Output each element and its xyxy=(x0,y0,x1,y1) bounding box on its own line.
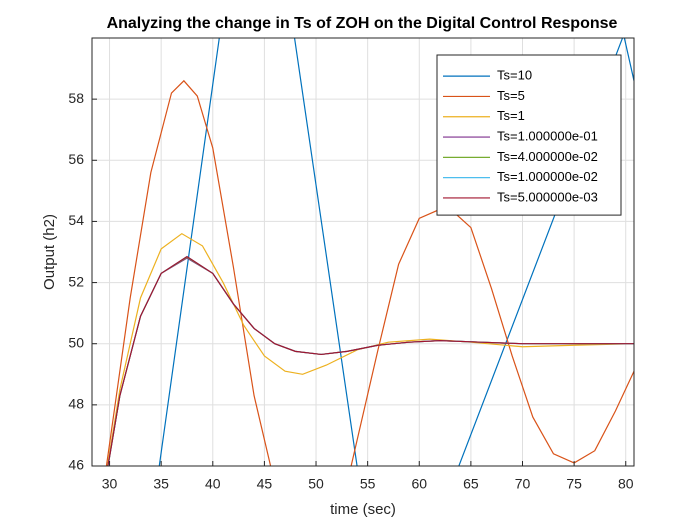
x-tick-label: 70 xyxy=(515,476,531,492)
plot-area xyxy=(105,38,634,466)
axes-box xyxy=(91,37,635,467)
x-tick-label: 40 xyxy=(205,476,221,492)
y-tick-label: 52 xyxy=(68,273,84,289)
series-line xyxy=(158,38,634,466)
y-tick-label: 48 xyxy=(68,396,84,412)
y-tick-label: 46 xyxy=(68,457,84,473)
legend-box xyxy=(436,54,622,216)
x-tick-label: 35 xyxy=(153,476,169,492)
legend-label: Ts=4.000000e-02 xyxy=(497,149,598,164)
legend-label: Ts=1.000000e-02 xyxy=(497,169,598,184)
x-tick-label: 65 xyxy=(463,476,479,492)
legend: Ts=10 Ts=5 Ts=1 Ts=1.000000e-01 Ts=4.000000e… xyxy=(436,54,622,216)
y-tick-label: 58 xyxy=(68,90,84,106)
chart-title: Analyzing the change in Ts of ZOH on the… xyxy=(107,15,618,32)
x-tick-label: 45 xyxy=(257,476,273,492)
x-tick-label: 55 xyxy=(360,476,376,492)
legend-label: Ts=5.000000e-03 xyxy=(497,189,598,204)
x-tick-label: 30 xyxy=(102,476,118,492)
series-line xyxy=(107,255,634,466)
series-line xyxy=(105,79,634,466)
y-axis-label: Output (h2) xyxy=(41,214,58,290)
x-axis-label: time (sec) xyxy=(330,501,396,518)
legend-label: Ts=5 xyxy=(497,88,525,103)
y-tick-label: 50 xyxy=(68,334,84,350)
legend-label: Ts=10 xyxy=(497,68,532,83)
y-tick-label: 56 xyxy=(68,151,84,167)
x-tick-label: 50 xyxy=(308,476,324,492)
legend-label: Ts=1.000000e-01 xyxy=(497,128,598,143)
y-tick-label: 54 xyxy=(68,212,84,228)
x-tick-label: 75 xyxy=(566,476,582,492)
x-tick-label: 80 xyxy=(618,476,634,492)
legend-label: Ts=1 xyxy=(497,108,525,123)
x-tick-label: 60 xyxy=(411,476,427,492)
